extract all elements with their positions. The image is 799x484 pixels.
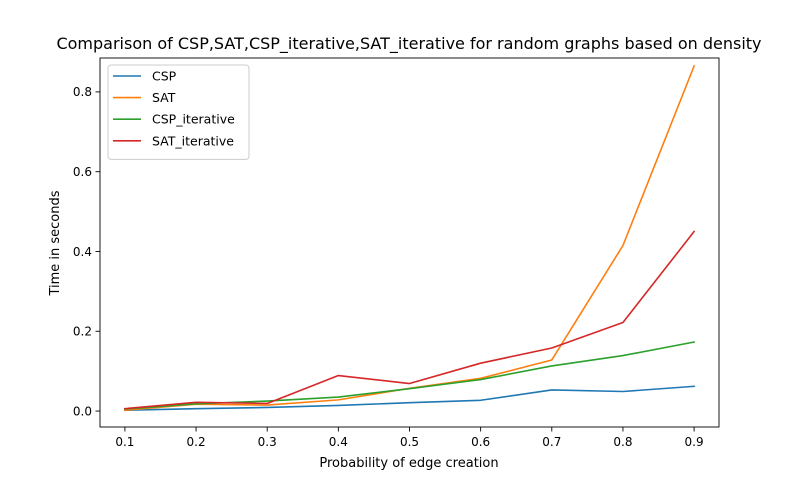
y-tick-label: 0.0	[73, 404, 92, 418]
x-tick-label: 0.8	[613, 435, 632, 449]
y-tick-label: 0.4	[73, 245, 92, 259]
x-tick-label: 0.2	[187, 435, 206, 449]
x-tick-label: 0.5	[400, 435, 419, 449]
legend-label: SAT_iterative	[152, 133, 234, 148]
y-tick-label: 0.8	[73, 85, 92, 99]
y-tick-label: 0.2	[73, 325, 92, 339]
y-axis-label: Time in seconds	[48, 190, 63, 296]
legend-label: CSP_iterative	[152, 112, 235, 127]
series-line-csp	[124, 385, 695, 412]
legend-box	[107, 64, 250, 160]
chart-title: Comparison of CSP,SAT,CSP_iterative,SAT_…	[56, 34, 761, 54]
legend: CSP SAT CSP_iterative SAT_iterative	[107, 64, 250, 160]
x-tick-label: 0.1	[115, 435, 134, 449]
x-tick-label: 0.9	[685, 435, 704, 449]
x-tick-label: 0.6	[471, 435, 490, 449]
x-axis-label: Probability of edge creation	[319, 456, 498, 471]
legend-label: SAT	[152, 90, 176, 105]
legend-label: CSP	[152, 69, 177, 84]
x-tick-label: 0.4	[329, 435, 348, 449]
series-line-sat-iterative	[124, 230, 696, 410]
y-tick-label: 0.6	[73, 165, 92, 179]
x-tick-label: 0.7	[542, 435, 561, 449]
x-tick-label: 0.3	[258, 435, 277, 449]
plot-area: 0.1 0.2 0.3 0.4 0.5 0.6 0.7 0.8 0.9 0.0 0.2 0.4 0.6 0…	[73, 57, 720, 449]
series-line-csp-iterative	[124, 341, 696, 410]
